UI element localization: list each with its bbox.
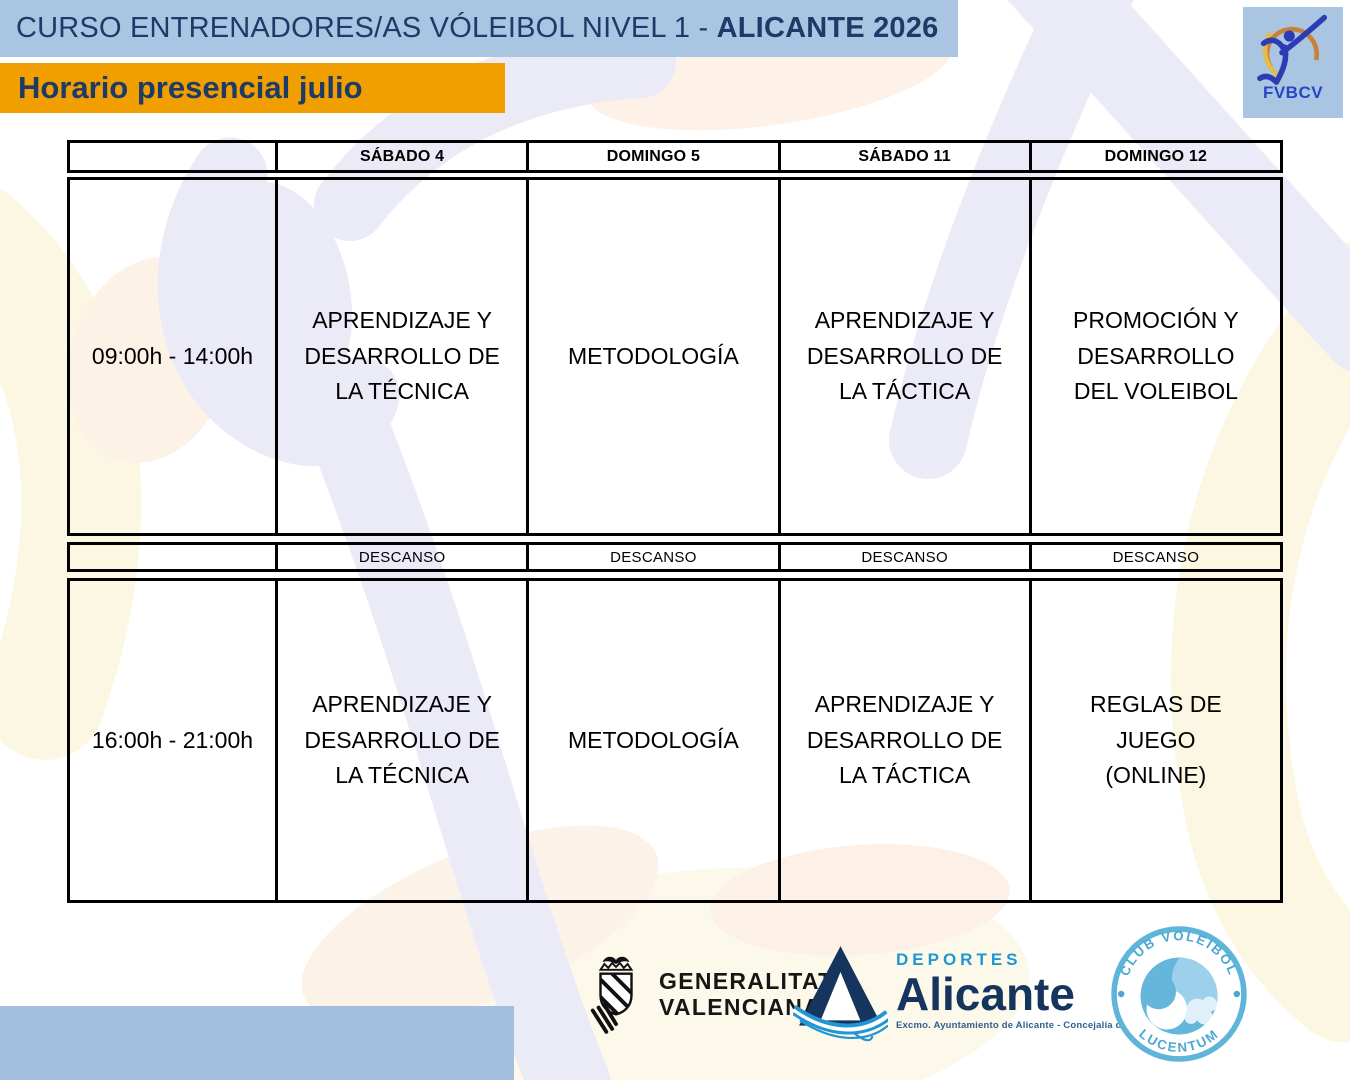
corner-cell xyxy=(70,143,275,170)
generalitat-text: GENERALITAT VALENCIANA xyxy=(659,968,834,1021)
course-title-bar: CURSO ENTRENADORES/AS VÓLEIBOL NIVEL 1 -… xyxy=(0,0,958,57)
deportes-alicante-text: DEPORTES Alicante Excmo. Ayuntamiento de… xyxy=(896,942,1173,1031)
fvbcv-figure-icon xyxy=(1257,14,1328,85)
lucentum-badge-icon: CLUB VOLEIBOL LUCENTUM xyxy=(1111,926,1247,1062)
afternoon-cell-sabado-4: APRENDIZAJE Y DESARROLLO DE LA TÉCNICA xyxy=(275,581,526,900)
break-cell-sabado-11: DESCANSO xyxy=(777,545,1029,569)
break-row: DESCANSO DESCANSO DESCANSO DESCANSO xyxy=(67,542,1283,572)
generalitat-valenciana-logo: GENERALITAT VALENCIANA xyxy=(585,948,833,1042)
day-header-domingo-5: DOMINGO 5 xyxy=(526,143,777,170)
break-corner-cell xyxy=(70,545,275,569)
break-cell-domingo-12: DESCANSO xyxy=(1028,545,1280,569)
break-cell-sabado-4: DESCANSO xyxy=(275,545,526,569)
day-header-sabado-11: SÁBADO 11 xyxy=(777,143,1029,170)
fvbcv-logo-label: FVBCV xyxy=(1262,83,1324,102)
morning-cell-domingo-12: PROMOCIÓN Y DESARROLLO DEL VOLEIBOL xyxy=(1028,180,1280,533)
fvbcv-logo: FVBCV xyxy=(1243,7,1343,118)
day-header-row: SÁBADO 4 DOMINGO 5 SÁBADO 11 DOMINGO 12 xyxy=(67,140,1283,173)
morning-cell-domingo-5: METODOLOGÍA xyxy=(526,180,777,533)
schedule-table: SÁBADO 4 DOMINGO 5 SÁBADO 11 DOMINGO 12 … xyxy=(67,140,1283,903)
generalitat-line1: GENERALITAT xyxy=(659,968,834,995)
course-title: CURSO ENTRENADORES/AS VÓLEIBOL NIVEL 1 -… xyxy=(16,12,939,44)
deportes-subtitle: Excmo. Ayuntamiento de Alicante - Concej… xyxy=(896,1020,1173,1031)
deportes-overline: DEPORTES xyxy=(896,950,1022,969)
morning-cell-sabado-11: APRENDIZAJE Y DESARROLLO DE LA TÁCTICA xyxy=(777,180,1029,533)
alicante-name: Alicante xyxy=(896,968,1075,1020)
afternoon-row: 16:00h - 21:00h APRENDIZAJE Y DESARROLLO… xyxy=(67,578,1283,903)
bottom-blue-band xyxy=(0,1006,514,1080)
deportes-alicante-triangle-icon xyxy=(793,946,888,1042)
afternoon-cell-domingo-12: REGLAS DE JUEGO (ONLINE) xyxy=(1028,581,1280,900)
morning-cell-sabado-4: APRENDIZAJE Y DESARROLLO DE LA TÉCNICA xyxy=(275,180,526,533)
deportes-alicante-logo: DEPORTES Alicante Excmo. Ayuntamiento de… xyxy=(793,942,1173,1047)
generalitat-crest-icon xyxy=(590,956,634,1034)
course-title-bold: ALICANTE 2026 xyxy=(716,12,939,44)
break-cell-domingo-5: DESCANSO xyxy=(526,545,777,569)
subtitle-banner-label: Horario presencial julio xyxy=(18,70,363,105)
day-header-sabado-4: SÁBADO 4 xyxy=(275,143,526,170)
afternoon-cell-sabado-11: APRENDIZAJE Y DESARROLLO DE LA TÁCTICA xyxy=(777,581,1029,900)
afternoon-cell-domingo-5: METODOLOGÍA xyxy=(526,581,777,900)
subtitle-banner: Horario presencial julio xyxy=(0,63,505,113)
time-slot-afternoon: 16:00h - 21:00h xyxy=(91,727,254,753)
day-header-domingo-12: DOMINGO 12 xyxy=(1028,143,1280,170)
morning-row: 09:00h - 14:00h APRENDIZAJE Y DESARROLLO… xyxy=(67,177,1283,536)
time-slot-morning: 09:00h - 14:00h xyxy=(91,343,254,369)
